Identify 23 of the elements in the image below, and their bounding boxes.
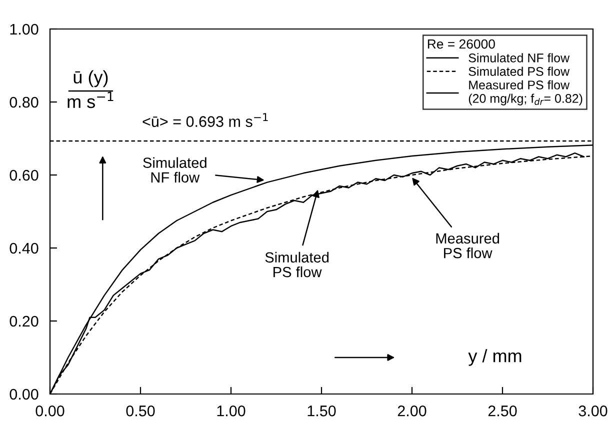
y-tick-label: 0.80 xyxy=(10,96,38,108)
legend-label: Simulated NF flow xyxy=(468,53,570,62)
x-tick-label: 1.50 xyxy=(308,406,336,416)
legend-title: Re = 26000 xyxy=(428,39,495,49)
annotation: Measured PS flow xyxy=(436,232,500,258)
y-tick-label: 0.60 xyxy=(10,170,38,181)
y-axis-title: ū (y) m s$^{−1}$ xyxy=(68,70,114,108)
x-tick-label: 2.50 xyxy=(488,406,517,416)
x-axis-title: y / mm xyxy=(468,349,522,366)
annotation: Simulated PS flow xyxy=(265,252,329,278)
legend-label: Simulated PS flow xyxy=(468,66,570,76)
y-tick-label: 0.00 xyxy=(10,388,38,400)
x-tick-label: 1.00 xyxy=(217,406,246,416)
x-tick-label: 3.00 xyxy=(578,406,608,416)
x-tick-label: 0.50 xyxy=(126,406,155,416)
legend-label: Measured PS flow (20 mg/kg; f$_{dr}$= 0.82) xyxy=(468,80,582,106)
x-tick-label: 2.00 xyxy=(398,406,426,416)
annotation: Simulated NF flow xyxy=(143,157,206,183)
x-tick-label: 0.00 xyxy=(36,406,64,416)
y-tick-label: 0.40 xyxy=(10,242,38,254)
ref-line-label: <ū> = 0.693 m s$^{−1}$ xyxy=(142,113,268,127)
y-tick-label: 0.20 xyxy=(10,316,38,327)
y-tick-label: 1.00 xyxy=(10,24,38,35)
